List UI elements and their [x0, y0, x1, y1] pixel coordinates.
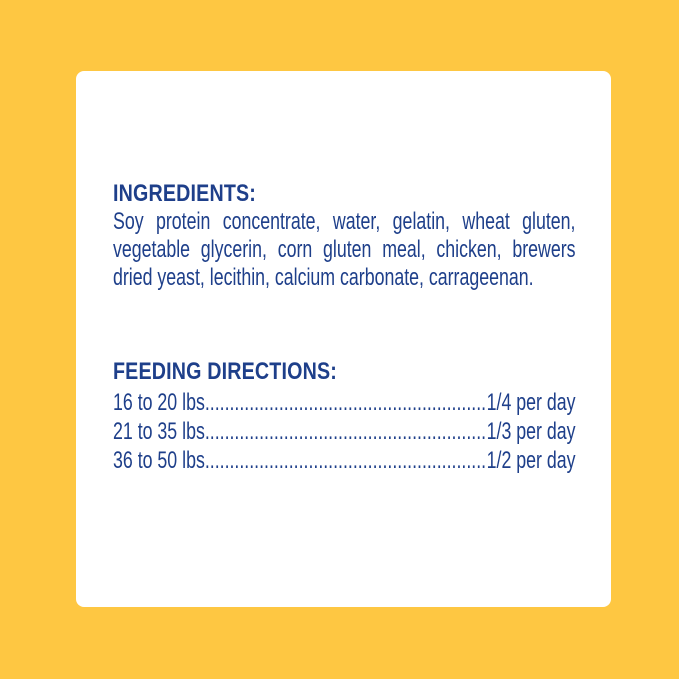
ingredients-line: Soy protein concentrate, water, gelatin,…	[113, 208, 576, 235]
feeding-row: 36 to 50 lbs............................…	[113, 447, 576, 474]
feeding-row: 16 to 20 lbs............................…	[113, 389, 576, 416]
feeding-row: 21 to 35 lbs............................…	[113, 418, 576, 445]
feeding-heading: FEEDING DIRECTIONS:	[113, 358, 337, 385]
weight: 21 to 35 lbs	[113, 418, 205, 445]
weight: 16 to 20 lbs	[113, 389, 205, 416]
amount: 1/4 per day	[486, 389, 576, 416]
ingredients-heading: INGREDIENTS:	[113, 180, 257, 207]
label-card	[76, 71, 611, 607]
amount: 1/3 per day	[486, 418, 576, 445]
amount: 1/2 per day	[486, 447, 576, 474]
weight: 36 to 50 lbs	[113, 447, 205, 474]
ingredients-line: dried yeast, lecithin, calcium carbonate…	[113, 264, 534, 291]
ingredients-line: vegetable glycerin, corn gluten meal, ch…	[113, 236, 576, 263]
